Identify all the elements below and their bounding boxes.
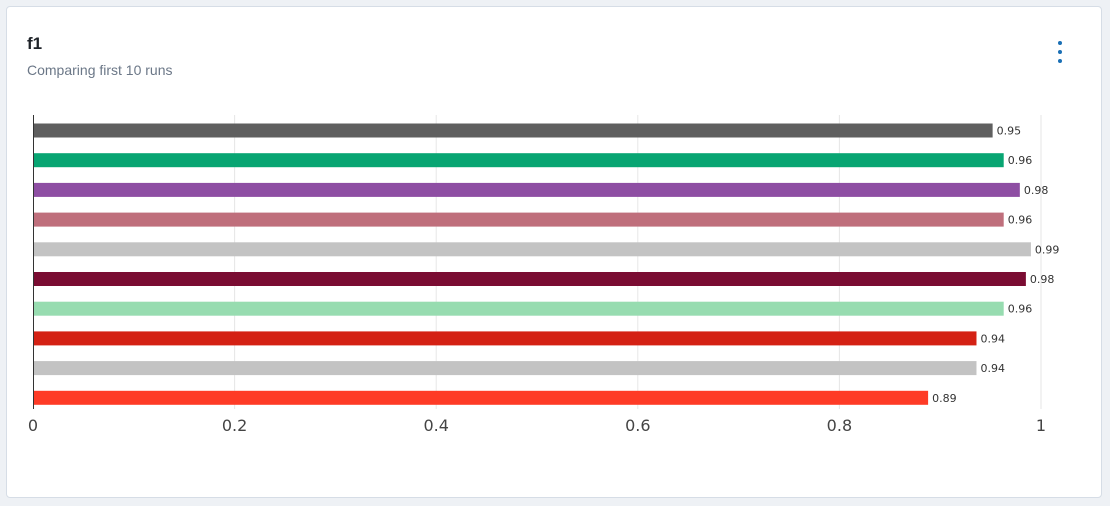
chart-card: f1 Comparing first 10 runs 0.95 0.96 0.98 0… xyxy=(6,6,1102,498)
bar[interactable] xyxy=(33,182,1020,197)
bar[interactable] xyxy=(33,123,993,138)
bar-chart: 0.95 0.96 0.98 0.96 0.99 0.98 0.96 0.94 0.94 0.89… xyxy=(28,115,1060,435)
x-tick-label: 1 xyxy=(1036,416,1046,435)
bar[interactable] xyxy=(33,361,977,376)
more-vertical-icon[interactable] xyxy=(1053,41,1067,63)
bar-value-label: 0.96 xyxy=(1008,214,1033,227)
bar-value-label: 0.89 xyxy=(932,392,957,405)
x-tick-label: 0.2 xyxy=(222,416,247,435)
menu-dot xyxy=(1058,50,1062,54)
bar[interactable] xyxy=(33,242,1031,257)
bar-value-label: 0.96 xyxy=(1008,303,1033,316)
bar[interactable] xyxy=(33,272,1026,286)
chart-subtitle: Comparing first 10 runs xyxy=(27,62,173,78)
bar[interactable] xyxy=(33,331,977,346)
bar-value-label: 0.98 xyxy=(1030,273,1055,286)
bar-value-label: 0.99 xyxy=(1035,243,1060,256)
chart-title: f1 xyxy=(27,34,43,53)
x-tick-label: 0.6 xyxy=(625,416,650,435)
bar-value-label: 0.98 xyxy=(1024,184,1049,197)
bar[interactable] xyxy=(33,212,1004,227)
x-tick-label: 0.4 xyxy=(423,416,448,435)
bar[interactable] xyxy=(33,301,1004,316)
bar[interactable] xyxy=(33,153,1004,168)
bar[interactable] xyxy=(33,390,929,405)
menu-dot xyxy=(1058,59,1062,63)
bar-value-label: 0.94 xyxy=(980,362,1005,375)
bar-value-label: 0.94 xyxy=(980,332,1005,345)
menu-dot xyxy=(1058,41,1062,45)
x-tick-label: 0.8 xyxy=(827,416,852,435)
bar-value-label: 0.96 xyxy=(1008,154,1033,167)
x-tick-label: 0 xyxy=(28,416,38,435)
bar-value-label: 0.95 xyxy=(997,125,1022,138)
